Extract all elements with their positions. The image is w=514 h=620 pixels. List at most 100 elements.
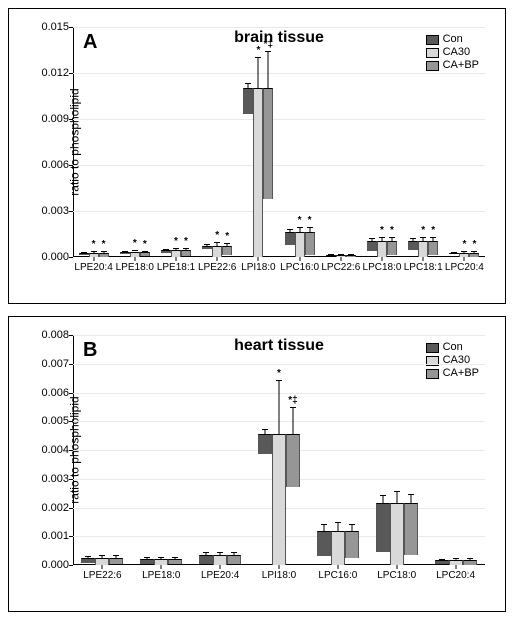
error-bar bbox=[103, 252, 104, 253]
error-cap bbox=[439, 559, 445, 560]
legend-label: Con bbox=[443, 341, 463, 354]
xtick-label: LPE18:0 bbox=[116, 262, 154, 273]
bar: *‡ bbox=[286, 434, 300, 487]
error-bar bbox=[88, 557, 89, 558]
error-bar bbox=[299, 228, 300, 233]
error-cap bbox=[172, 557, 178, 558]
xtick-mark bbox=[93, 257, 94, 261]
xtick-label: LPE18:0 bbox=[142, 570, 180, 581]
error-cap bbox=[471, 251, 477, 252]
error-cap bbox=[307, 227, 313, 228]
error-cap bbox=[122, 251, 128, 252]
error-cap bbox=[101, 251, 107, 252]
error-cap bbox=[262, 429, 268, 430]
ytick-mark bbox=[69, 393, 73, 394]
plot-area-a: ratio to phospholipid A brain tissue Con… bbox=[73, 27, 485, 257]
legend-item: Con bbox=[426, 33, 479, 46]
bar-group bbox=[199, 555, 241, 565]
bar: * bbox=[212, 246, 222, 258]
error-cap bbox=[380, 495, 386, 496]
ytick-mark bbox=[69, 508, 73, 509]
error-cap bbox=[113, 555, 119, 556]
ytick-label: 0.000 bbox=[41, 559, 69, 571]
error-bar bbox=[206, 553, 207, 555]
ytick-label: 0.009 bbox=[41, 113, 69, 125]
bar-group: ** bbox=[285, 232, 315, 257]
y-axis-label: ratio to phospholipid bbox=[68, 88, 82, 195]
significance-marker: * bbox=[472, 239, 476, 250]
error-bar bbox=[102, 556, 103, 557]
gridline bbox=[73, 211, 485, 212]
legend-label: CA30 bbox=[443, 354, 471, 367]
error-cap bbox=[389, 237, 395, 238]
significance-marker: * bbox=[215, 230, 219, 241]
ytick-label: 0.006 bbox=[41, 159, 69, 171]
error-cap bbox=[214, 242, 220, 243]
xtick-label: LPE22:6 bbox=[83, 570, 121, 581]
error-bar bbox=[176, 249, 177, 250]
significance-marker: *‡ bbox=[264, 39, 273, 50]
bar bbox=[140, 559, 154, 563]
error-bar bbox=[258, 58, 259, 89]
error-bar bbox=[93, 252, 94, 253]
legend-label: CA+BP bbox=[443, 367, 479, 380]
ytick-label: 0.006 bbox=[41, 387, 69, 399]
bar bbox=[258, 434, 272, 454]
bar bbox=[408, 241, 418, 250]
bar bbox=[168, 559, 182, 564]
error-bar bbox=[220, 553, 221, 555]
bar bbox=[367, 241, 377, 251]
ytick-label: 0.012 bbox=[41, 67, 69, 79]
bar-group bbox=[376, 503, 418, 565]
error-cap bbox=[461, 251, 467, 252]
bar-group bbox=[317, 531, 359, 566]
bar-group bbox=[435, 560, 477, 565]
ytick-mark bbox=[69, 364, 73, 365]
error-cap bbox=[265, 51, 271, 52]
bar bbox=[449, 560, 463, 565]
legend-label: CA+BP bbox=[443, 59, 479, 72]
xtick-label: LPE20:4 bbox=[201, 570, 239, 581]
error-cap bbox=[224, 243, 230, 244]
significance-marker: *‡ bbox=[288, 395, 297, 406]
bar bbox=[404, 503, 418, 555]
bar: * bbox=[130, 252, 140, 257]
xtick-mark bbox=[134, 257, 135, 261]
legend: ConCA30CA+BP bbox=[426, 33, 479, 72]
xtick-mark bbox=[396, 565, 397, 569]
ytick-mark bbox=[69, 165, 73, 166]
bar bbox=[81, 558, 95, 563]
error-cap bbox=[297, 227, 303, 228]
significance-marker: * bbox=[184, 236, 188, 247]
error-cap bbox=[430, 237, 436, 238]
error-bar bbox=[227, 244, 228, 246]
error-bar bbox=[116, 556, 117, 557]
xtick-mark bbox=[382, 257, 383, 261]
bar bbox=[202, 246, 212, 250]
error-bar bbox=[268, 52, 269, 89]
error-cap bbox=[276, 380, 282, 381]
error-bar bbox=[455, 559, 456, 560]
xtick-mark bbox=[464, 257, 465, 261]
bar bbox=[317, 531, 331, 557]
significance-marker: * bbox=[298, 215, 302, 226]
bar: * bbox=[459, 253, 469, 257]
bar: * bbox=[428, 241, 438, 255]
ytick-label: 0.007 bbox=[41, 358, 69, 370]
error-bar bbox=[175, 558, 176, 559]
legend-item: CA+BP bbox=[426, 59, 479, 72]
bar-group: ** bbox=[79, 253, 109, 257]
significance-marker: * bbox=[462, 239, 466, 250]
gridline bbox=[73, 73, 485, 74]
bar-group: **‡ bbox=[258, 434, 300, 565]
error-bar bbox=[293, 408, 294, 434]
ytick-mark bbox=[69, 335, 73, 336]
error-cap bbox=[132, 250, 138, 251]
bar: * bbox=[89, 253, 99, 257]
bar-group: ** bbox=[408, 241, 438, 257]
gridline bbox=[73, 27, 485, 28]
bar: * bbox=[469, 253, 479, 256]
xtick-mark bbox=[161, 565, 162, 569]
bar bbox=[376, 503, 390, 552]
error-bar bbox=[166, 250, 167, 251]
